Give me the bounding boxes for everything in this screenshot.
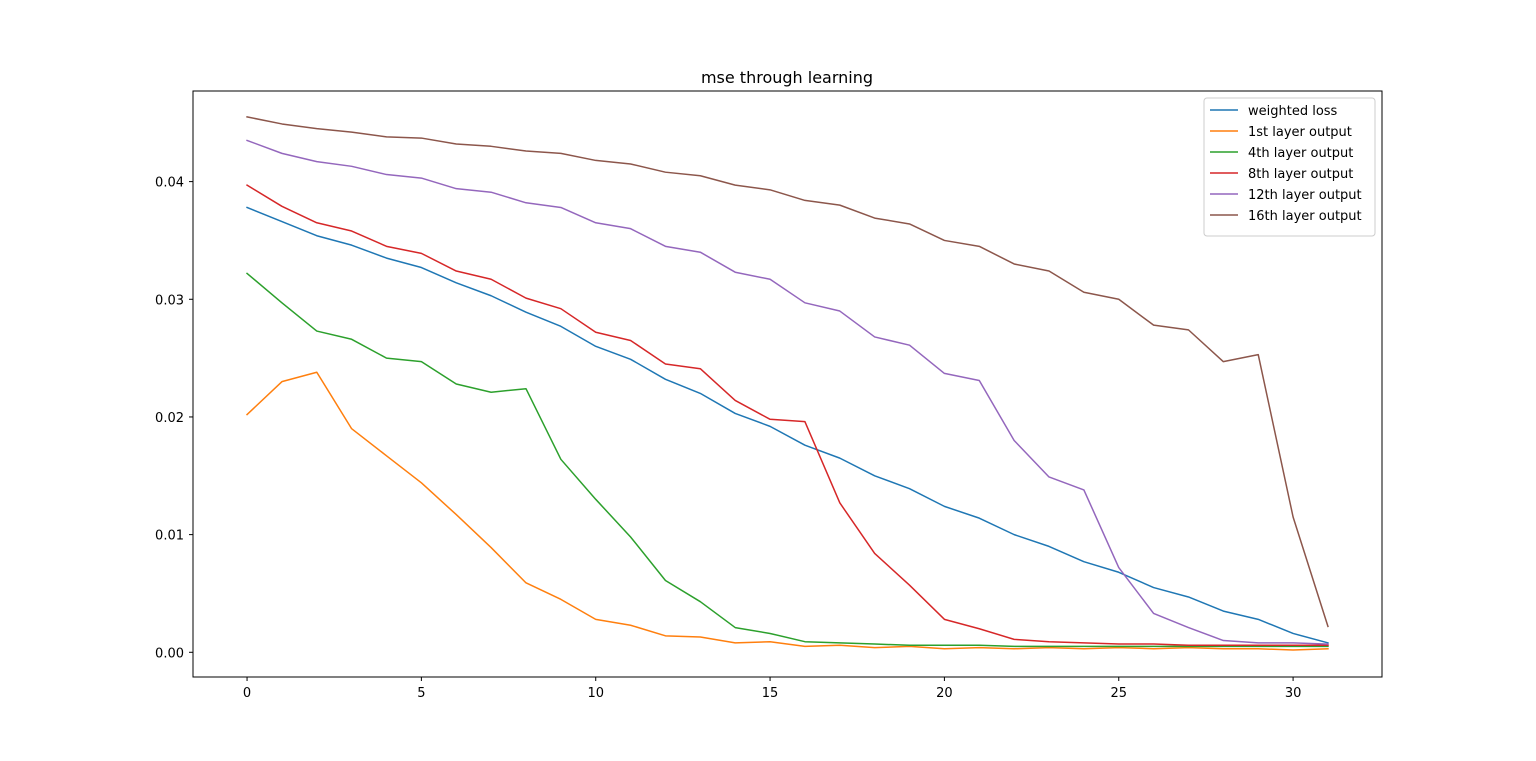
legend-box xyxy=(1203,97,1376,237)
x-tick-label: 5 xyxy=(417,686,425,701)
series-lines xyxy=(245,116,1329,651)
legend-label: 16th layer output xyxy=(1248,209,1362,224)
x-tick-label: 20 xyxy=(936,686,953,701)
plot-area xyxy=(192,90,1383,678)
y-tick-label: 0.03 xyxy=(155,293,184,308)
legend-label: 8th layer output xyxy=(1248,167,1353,182)
y-tick-label: 0.04 xyxy=(155,176,184,191)
y-tick-label: 0.01 xyxy=(155,529,184,544)
chart-title: mse through learning xyxy=(701,68,873,87)
legend: weighted loss 1st layer output 4th layer o… xyxy=(1203,97,1376,237)
legend-label: weighted loss xyxy=(1248,104,1338,119)
series-line-1 xyxy=(245,371,1329,651)
series-line-0 xyxy=(246,206,1329,644)
x-tick-label: 10 xyxy=(587,686,604,701)
series-line-3 xyxy=(246,184,1329,646)
legend-label: 4th layer output xyxy=(1248,146,1353,161)
x-tick-label: 0 xyxy=(243,686,251,701)
x-tick-label: 15 xyxy=(762,686,779,701)
series-line-2 xyxy=(245,272,1329,648)
x-tick-label: 30 xyxy=(1285,686,1302,701)
y-tick-label: 0.00 xyxy=(155,646,184,661)
y-tick-label: 0.02 xyxy=(155,411,184,426)
y-axis: 0.00 0.01 0.02 0.03 0.04 xyxy=(155,176,193,661)
series-line-5 xyxy=(246,116,1329,628)
legend-label: 12th layer output xyxy=(1248,188,1362,203)
x-axis: 0 5 10 15 20 25 30 xyxy=(243,677,1301,701)
series-line-4 xyxy=(246,139,1329,645)
x-tick-label: 25 xyxy=(1110,686,1127,701)
legend-label: 1st layer output xyxy=(1248,125,1352,140)
